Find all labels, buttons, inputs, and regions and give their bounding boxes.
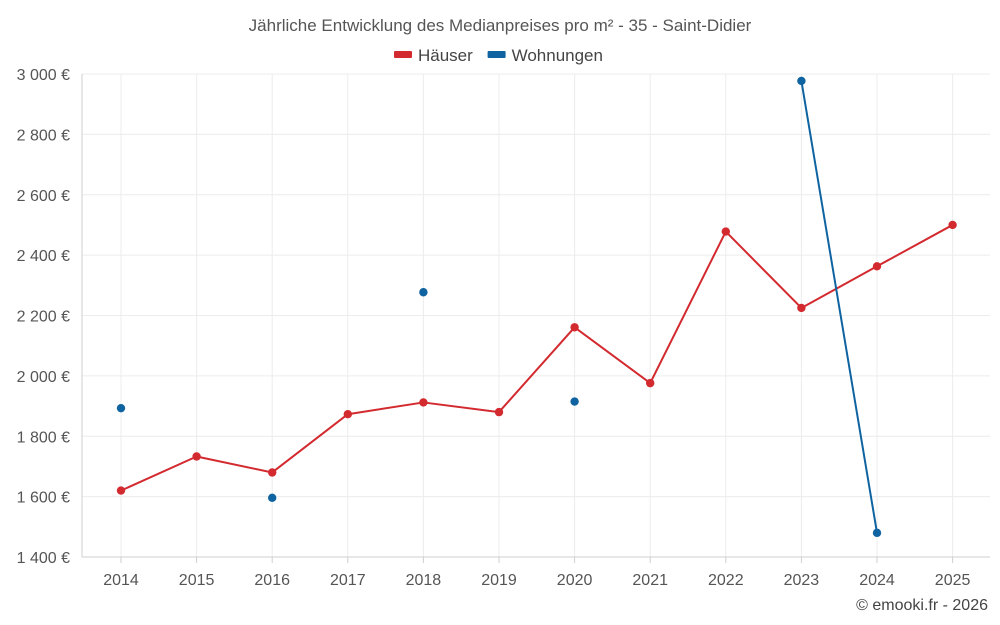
axes: 1 400 € 1 600 € 1 800 € 2 000 € 2 200 € 2 400… — [17, 67, 990, 589]
x-tick-label: 2019 — [481, 572, 517, 589]
series-line-segment — [573, 326, 652, 385]
series-line-segment — [876, 223, 954, 268]
data-point — [570, 397, 579, 406]
series-line-segment — [120, 455, 198, 492]
data-point — [116, 403, 126, 413]
data-point — [268, 493, 277, 503]
legend-swatch — [487, 51, 506, 58]
grid — [82, 73, 990, 557]
series-1 — [116, 220, 957, 495]
y-tick-label: 1 400 € — [17, 550, 70, 567]
x-tick-label: 2022 — [708, 572, 744, 589]
credit-text: © emooki.fr - 2026 — [856, 597, 988, 614]
x-tick-label: 2014 — [103, 572, 139, 589]
data-point — [797, 303, 806, 313]
data-point — [116, 486, 126, 495]
x-tick-label: 2025 — [935, 572, 971, 589]
y-tick-label: 2 000 € — [17, 369, 70, 386]
data-point — [797, 76, 806, 86]
chart-title: Jährliche Entwicklung des Medianpreises … — [249, 16, 752, 35]
series-line-segment — [649, 230, 727, 385]
series-line-segment — [724, 230, 803, 309]
x-tick-label: 2023 — [784, 572, 820, 589]
data-point — [192, 452, 201, 461]
legend-swatch — [394, 51, 412, 58]
y-tick-label: 3 000 € — [17, 67, 70, 84]
y-tick-label: 1 800 € — [17, 429, 70, 446]
legend-label: Wohnungen — [512, 46, 603, 65]
data-point — [419, 398, 428, 407]
series — [116, 76, 957, 538]
series-line-segment — [800, 79, 878, 534]
legend-label: Häuser — [418, 46, 473, 65]
series-line-segment — [498, 326, 576, 414]
data-point — [872, 528, 882, 538]
series-line-segment — [346, 401, 425, 416]
series-line-segment — [271, 413, 349, 474]
series-line-segment — [422, 401, 500, 414]
x-tick-label: 2016 — [254, 572, 290, 589]
x-tick-label: 2017 — [330, 572, 366, 589]
legend: Häuser Wohnungen — [394, 46, 603, 65]
y-tick-label: 1 600 € — [17, 490, 70, 507]
y-tick-label: 2 200 € — [17, 309, 70, 326]
data-point — [268, 468, 277, 477]
legend-item-1: Häuser — [394, 46, 473, 65]
x-tick-label: 2020 — [557, 572, 593, 589]
data-point — [570, 323, 579, 332]
data-point — [872, 262, 882, 271]
y-tick-label: 2 400 € — [17, 248, 70, 265]
legend-item-2: Wohnungen — [487, 46, 603, 65]
series-2 — [116, 76, 882, 538]
x-tick-label: 2018 — [406, 572, 442, 589]
data-point — [494, 407, 504, 417]
series-line-segment — [800, 265, 878, 309]
y-tick-label: 2 600 € — [17, 188, 70, 205]
x-tick-label: 2021 — [632, 572, 668, 589]
x-tick-label: 2015 — [179, 572, 215, 589]
x-tick-label: 2024 — [859, 572, 895, 589]
data-point — [948, 220, 957, 230]
data-point — [343, 410, 352, 419]
y-tick-label: 2 800 € — [17, 127, 70, 144]
data-point — [419, 288, 428, 297]
series-line-segment — [195, 455, 274, 474]
data-point — [646, 378, 655, 388]
data-point — [721, 227, 730, 236]
